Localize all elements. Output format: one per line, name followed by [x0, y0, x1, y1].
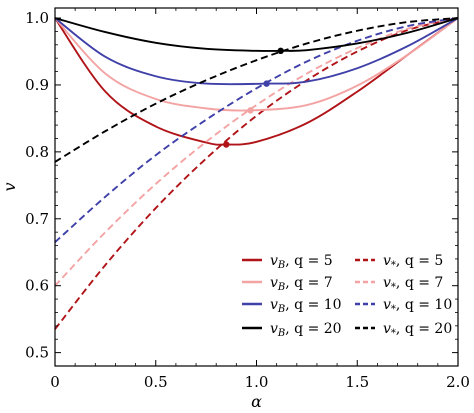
legend: vB, q = 5 v*, q = 5 vB, q = 7 v*, q = 7 vB, …	[242, 253, 452, 339]
legend-label-1: v*, q = 5	[383, 253, 443, 271]
series-layer	[54, 17, 459, 330]
y-axis-label: v	[0, 182, 19, 191]
x-tick-label: 1.0	[245, 373, 269, 391]
tick-layer: 0 0.5 1.0 1.5 2.00.50.60.70.80.91.0	[25, 8, 470, 391]
marker-layer	[223, 47, 284, 148]
series-line-3	[54, 17, 459, 287]
series-line-6	[54, 17, 459, 52]
legend-label-5: v*, q = 10	[383, 297, 452, 315]
legend-label-0: vB, q = 5	[270, 253, 333, 271]
series-line-7	[54, 17, 459, 163]
series-line-0	[54, 17, 459, 146]
y-tick-label: 0.8	[25, 143, 49, 161]
y-tick-label: 0.6	[25, 277, 49, 295]
series-line-5	[54, 17, 459, 243]
x-tick-label: 0	[50, 373, 60, 391]
legend-label-3: v*, q = 7	[383, 275, 443, 293]
x-tick-label: 2.0	[446, 373, 470, 391]
series-marker-6	[277, 47, 284, 55]
x-tick-label: 0.5	[144, 373, 168, 391]
series-marker-4	[263, 80, 270, 87]
legend-label-7: v*, q = 20	[383, 321, 452, 339]
series-marker-0	[223, 141, 230, 148]
y-tick-label: 0.5	[25, 344, 49, 362]
y-tick-label: 0.7	[25, 210, 49, 228]
legend-label-6: vB, q = 20	[270, 321, 342, 339]
series-marker-2	[247, 107, 254, 114]
legend-label-4: vB, q = 10	[270, 297, 342, 315]
y-tick-label: 1.0	[25, 9, 49, 27]
y-tick-label: 0.9	[25, 76, 49, 94]
x-axis-label: α	[251, 392, 262, 411]
series-line-1	[54, 17, 459, 330]
x-tick-label: 1.5	[345, 373, 369, 391]
legend-label-2: vB, q = 7	[270, 275, 333, 293]
